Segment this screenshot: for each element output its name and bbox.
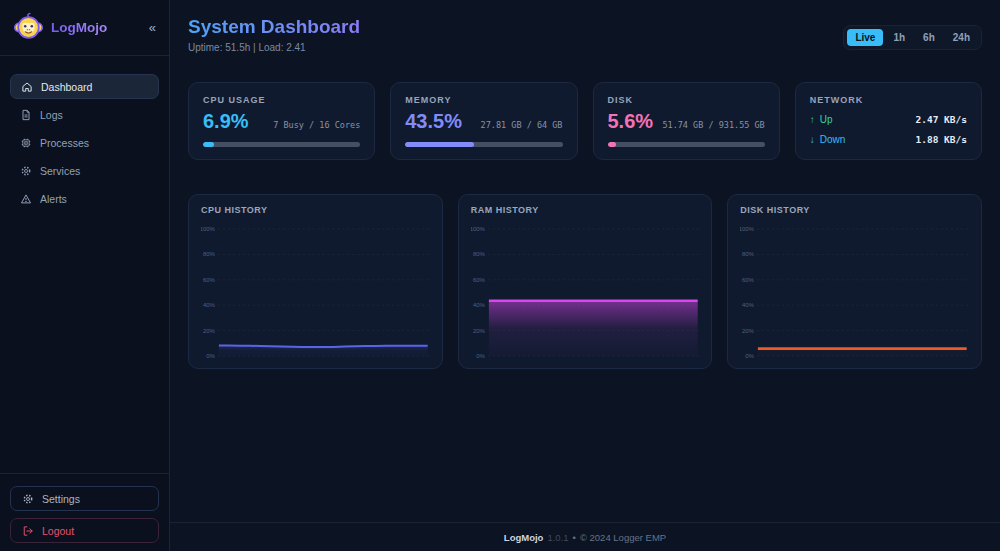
stat-progress-track bbox=[203, 142, 360, 147]
stat-card-network: NETWORK ↑ Up 2.47 KB/s ↓ Down 1.88 KB/s bbox=[795, 82, 982, 160]
svg-text:80%: 80% bbox=[742, 251, 755, 257]
net-down-value: 1.88 KB/s bbox=[916, 134, 967, 145]
sidebar-item-alerts[interactable]: Alerts bbox=[10, 186, 159, 211]
stat-progress-track bbox=[608, 142, 765, 147]
svg-text:80%: 80% bbox=[203, 251, 216, 257]
sidebar-item-label: Alerts bbox=[40, 193, 67, 205]
app: LogMojo « Dashboard Logs Processes Services… bbox=[0, 0, 1000, 551]
alert-icon bbox=[20, 193, 32, 205]
footer: LogMojo 1.0.1 • © 2024 Logger EMP bbox=[170, 522, 1000, 551]
stat-value: 43.5% bbox=[405, 110, 462, 133]
chart-plot: 100% 80% 60% 40% 20% 0% bbox=[471, 217, 700, 362]
range-24h-button[interactable]: 24h bbox=[945, 29, 978, 46]
footer-separator: • bbox=[573, 532, 576, 543]
sidebar-nav: Dashboard Logs Processes Services Alerts bbox=[0, 56, 169, 211]
history-charts: CPU HISTORY100%80%60%40%20%0%RAM HISTORY… bbox=[188, 194, 982, 369]
stat-detail: 27.81 GB / 64 GB bbox=[481, 120, 563, 130]
sidebar-footer: Settings Logout bbox=[0, 473, 169, 551]
brand-name: LogMojo bbox=[51, 20, 107, 35]
svg-text:100%: 100% bbox=[201, 226, 216, 232]
sidebar-footer-label: Settings bbox=[42, 493, 80, 505]
logmojo-logo-icon bbox=[13, 12, 44, 43]
svg-text:40%: 40% bbox=[203, 302, 216, 308]
home-icon bbox=[21, 81, 33, 93]
stat-label: DISK bbox=[608, 95, 765, 105]
chart-plot: 100% 80% 60% 40% 20% 0% bbox=[201, 217, 430, 362]
settings-button[interactable]: Settings bbox=[10, 486, 159, 511]
net-down-label: Down bbox=[820, 134, 846, 145]
range-1h-button[interactable]: 1h bbox=[885, 29, 913, 46]
stat-detail: 51.74 GB / 931.55 GB bbox=[662, 120, 764, 130]
sidebar-item-logs[interactable]: Logs bbox=[10, 102, 159, 127]
stat-detail: 7 Busy / 16 Cores bbox=[273, 120, 360, 130]
svg-text:20%: 20% bbox=[203, 328, 216, 334]
main: System Dashboard Uptime: 51.5h | Load: 2… bbox=[170, 0, 1000, 551]
net-up-label: Up bbox=[820, 114, 833, 125]
net-up-value: 2.47 KB/s bbox=[916, 114, 967, 125]
svg-text:60%: 60% bbox=[742, 277, 755, 283]
range-live-button[interactable]: Live bbox=[847, 29, 883, 46]
stat-card-memory: MEMORY 43.5% 27.81 GB / 64 GB bbox=[390, 82, 577, 160]
stat-value: 5.6% bbox=[608, 110, 654, 133]
arrow-up-icon: ↑ bbox=[810, 114, 815, 125]
chart-title: CPU HISTORY bbox=[201, 205, 430, 215]
sidebar-item-label: Dashboard bbox=[41, 81, 92, 93]
arrow-down-icon: ↓ bbox=[810, 134, 815, 145]
svg-text:40%: 40% bbox=[473, 302, 486, 308]
chart-card-cpu-history: CPU HISTORY 100% 80% 60% 40% 20% 0% bbox=[188, 194, 443, 369]
svg-text:20%: 20% bbox=[742, 328, 755, 334]
content: System Dashboard Uptime: 51.5h | Load: 2… bbox=[170, 0, 1000, 522]
svg-text:0%: 0% bbox=[206, 353, 215, 359]
stat-label: MEMORY bbox=[405, 95, 562, 105]
brand: LogMojo « bbox=[0, 0, 169, 56]
sidebar-item-dashboard[interactable]: Dashboard bbox=[10, 74, 159, 99]
stat-label: NETWORK bbox=[810, 95, 967, 105]
stat-card-cpu-usage: CPU USAGE 6.9% 7 Busy / 16 Cores bbox=[188, 82, 375, 160]
sidebar-item-services[interactable]: Services bbox=[10, 158, 159, 183]
svg-text:0%: 0% bbox=[746, 353, 755, 359]
sidebar-footer-label: Logout bbox=[42, 525, 74, 537]
stat-progress-fill bbox=[203, 142, 214, 147]
chip-icon bbox=[20, 137, 32, 149]
range-6h-button[interactable]: 6h bbox=[915, 29, 943, 46]
sidebar-collapse-button[interactable]: « bbox=[149, 20, 156, 35]
sidebar-item-label: Logs bbox=[40, 109, 63, 121]
chart-plot: 100% 80% 60% 40% 20% 0% bbox=[740, 217, 969, 362]
svg-text:100%: 100% bbox=[471, 226, 486, 232]
chart-card-ram-history: RAM HISTORY 100% 80% 60% 40% 20% 0% bbox=[458, 194, 713, 369]
sidebar-item-label: Processes bbox=[40, 137, 89, 149]
svg-text:100%: 100% bbox=[740, 226, 755, 232]
chart-title: RAM HISTORY bbox=[471, 205, 700, 215]
stat-card-disk: DISK 5.6% 51.74 GB / 931.55 GB bbox=[593, 82, 780, 160]
gear-icon bbox=[22, 493, 34, 505]
svg-text:0%: 0% bbox=[476, 353, 485, 359]
stat-label: CPU USAGE bbox=[203, 95, 360, 105]
chart-card-disk-history: DISK HISTORY 100% 80% 60% 40% 20% 0% bbox=[727, 194, 982, 369]
svg-text:60%: 60% bbox=[203, 277, 216, 283]
svg-text:80%: 80% bbox=[473, 251, 486, 257]
chart-title: DISK HISTORY bbox=[740, 205, 969, 215]
stat-value: 6.9% bbox=[203, 110, 249, 133]
uptime-load-text: Uptime: 51.5h | Load: 2.41 bbox=[188, 42, 360, 53]
logout-icon bbox=[22, 525, 34, 537]
header: System Dashboard Uptime: 51.5h | Load: 2… bbox=[188, 16, 982, 53]
footer-copyright: © 2024 Logger EMP bbox=[580, 532, 666, 543]
footer-brand: LogMojo bbox=[504, 532, 544, 543]
stat-progress-track bbox=[405, 142, 562, 147]
logout-button[interactable]: Logout bbox=[10, 518, 159, 543]
time-range-switcher: Live1h6h24h bbox=[843, 25, 982, 50]
sidebar: LogMojo « Dashboard Logs Processes Services… bbox=[0, 0, 170, 551]
file-icon bbox=[20, 109, 32, 121]
svg-text:20%: 20% bbox=[473, 328, 486, 334]
page-title: System Dashboard bbox=[188, 16, 360, 38]
svg-text:40%: 40% bbox=[742, 302, 755, 308]
sidebar-item-label: Services bbox=[40, 165, 80, 177]
stat-progress-fill bbox=[608, 142, 617, 147]
stat-progress-fill bbox=[405, 142, 473, 147]
stat-cards: CPU USAGE 6.9% 7 Busy / 16 Cores MEMORY 43.5… bbox=[188, 82, 982, 160]
footer-version: 1.0.1 bbox=[547, 532, 568, 543]
sidebar-item-processes[interactable]: Processes bbox=[10, 130, 159, 155]
svg-text:60%: 60% bbox=[473, 277, 486, 283]
gear-icon bbox=[20, 165, 32, 177]
